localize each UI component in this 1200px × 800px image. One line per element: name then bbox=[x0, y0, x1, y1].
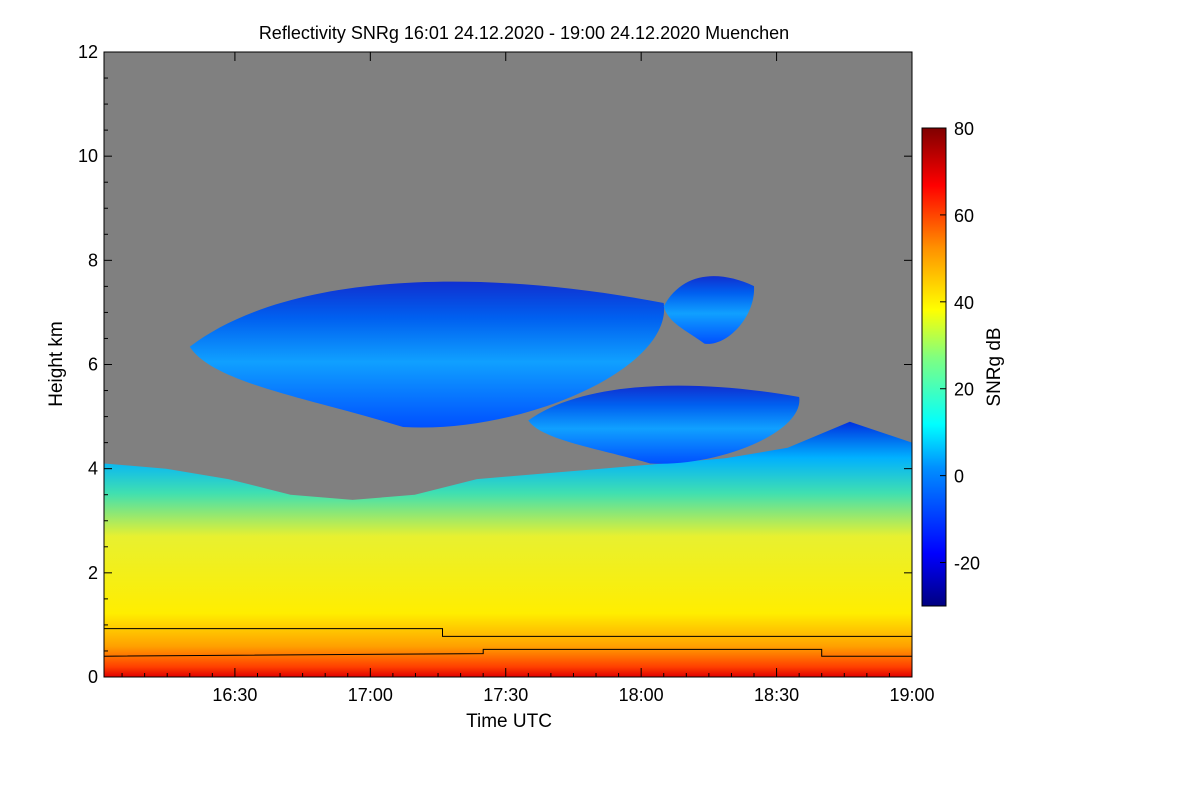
colorbar-tick-label-5: 80 bbox=[954, 119, 974, 139]
x-tick-label-4: 18:30 bbox=[754, 685, 799, 705]
colorbar-ticks: -20 0 20 40 60 80 bbox=[940, 119, 980, 574]
y-tick-label-1: 2 bbox=[88, 563, 98, 583]
y-tick-label-5: 10 bbox=[78, 146, 98, 166]
y-tick-label-3: 6 bbox=[88, 355, 98, 375]
echo-layer-upper-cloud-3 bbox=[663, 276, 755, 344]
x-tick-label-0: 16:30 bbox=[212, 685, 257, 705]
colorbar-label: SNRg dB bbox=[984, 327, 1005, 406]
colorbar-tick-label-2: 20 bbox=[954, 380, 974, 400]
echo-layer-upper-cloud-1 bbox=[189, 281, 665, 428]
colorbar-tick-label-0: -20 bbox=[954, 554, 980, 574]
colorbar: -20 0 20 40 60 80 SNRg dB bbox=[921, 119, 1005, 607]
x-tick-label-1: 17:00 bbox=[348, 685, 393, 705]
boundary-lines bbox=[103, 628, 912, 657]
colorbar-tick-label-3: 40 bbox=[954, 293, 974, 313]
line-upper-step-line bbox=[104, 628, 912, 637]
y-axis-label: Height km bbox=[46, 321, 67, 407]
x-axis: 16:30 17:00 17:30 18:00 18:30 19:00 bbox=[121, 52, 935, 705]
x-tick-label-2: 17:30 bbox=[483, 685, 528, 705]
colorbar-scale bbox=[921, 127, 947, 607]
colorbar-tick-label-1: 0 bbox=[954, 467, 964, 487]
plot-area bbox=[103, 51, 913, 678]
y-axis: 0 2 4 6 8 10 12 bbox=[78, 42, 912, 687]
line-lower-line bbox=[103, 648, 912, 657]
y-tick-label-4: 8 bbox=[88, 250, 98, 270]
y-tick-label-6: 12 bbox=[78, 42, 98, 62]
chart-title: Reflectivity SNRg 16:01 24.12.2020 - 19:… bbox=[259, 23, 789, 43]
echo-layer-upper-cloud-2 bbox=[528, 385, 800, 464]
colorbar-tick-label-4: 60 bbox=[954, 206, 974, 226]
x-axis-label: Time UTC bbox=[466, 711, 552, 732]
x-tick-label-3: 18:00 bbox=[619, 685, 664, 705]
echo-layers bbox=[104, 276, 912, 677]
y-tick-label-0: 0 bbox=[88, 667, 98, 687]
echo-layer-precipitation bbox=[104, 421, 912, 677]
y-tick-label-2: 4 bbox=[88, 459, 98, 479]
x-tick-label-5: 19:00 bbox=[889, 685, 934, 705]
